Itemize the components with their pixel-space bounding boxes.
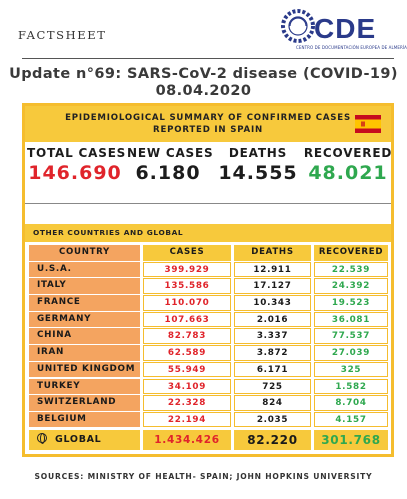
spain-banner-line2: REPORTED IN SPAIN <box>153 125 263 135</box>
cases-cell: 110.070 <box>143 295 231 311</box>
deaths-cell: 6.171 <box>234 361 311 378</box>
recovered-cell: 36.081 <box>314 311 388 328</box>
stat-label: RECOVERED <box>303 146 393 160</box>
stat-label: DEATHS <box>228 146 288 160</box>
table-row: ITALY 135.586 17.127 24.392 <box>25 278 391 295</box>
deaths-cell: 3.872 <box>234 345 311 361</box>
table-row: UNITED KINGDOM 55.949 6.171 325 <box>25 361 391 379</box>
logo-text: CDE <box>314 13 376 44</box>
cases-cell: 22.328 <box>143 395 231 411</box>
country-cell: U.S.A. <box>29 261 140 278</box>
country-cell: BELGIUM <box>29 411 140 428</box>
deaths-cell: 2.035 <box>234 411 311 428</box>
deaths-cell: 2.016 <box>234 311 311 328</box>
deaths-cell: 824 <box>234 395 311 411</box>
page-date: 08.04.2020 <box>155 83 252 99</box>
stat-value: 6.180 <box>135 162 201 184</box>
stat-new-cases: NEW CASES 6.180 <box>127 146 214 184</box>
factsheet-label: FACTSHEET <box>18 28 107 42</box>
recovered-cell: 27.039 <box>314 345 388 361</box>
stars-circle-icon <box>281 9 315 43</box>
stats-divider <box>25 203 391 204</box>
cases-cell: 55.949 <box>143 361 231 378</box>
column-header-country: COUNTRY <box>29 245 140 261</box>
country-cell: SWITZERLAND <box>29 395 140 411</box>
table-row: TURKEY 34.109 725 1.582 <box>25 378 391 396</box>
logo-caption: CENTRO DE DOCUMENTACIÓN EUROPEA DE ALMER… <box>296 45 407 50</box>
stat-value: 14.555 <box>218 162 298 184</box>
table-row: BELGIUM 22.194 2.035 4.157 <box>25 411 391 429</box>
stat-value: 48.021 <box>308 162 388 184</box>
global-deaths-cell: 82.220 <box>234 429 311 450</box>
table-row: GERMANY 107.663 2.016 36.081 <box>25 311 391 329</box>
table-row: U.S.A. 399.929 12.911 22.539 <box>25 261 391 279</box>
recovered-cell: 77.537 <box>314 328 388 344</box>
global-country-cell: GLOBAL <box>29 429 140 450</box>
global-label: GLOBAL <box>55 433 102 445</box>
cde-logo: CDE <box>281 9 376 44</box>
country-cell: TURKEY <box>29 378 140 394</box>
cases-cell: 22.194 <box>143 411 231 428</box>
global-total-row: GLOBAL 1.434.426 82.220 301.768 <box>25 429 391 450</box>
global-cases-cell: 1.434.426 <box>143 429 231 450</box>
spain-banner-line1: EPIDEMIOLOGICAL SUMMARY OF CONFIRMED CAS… <box>65 113 351 123</box>
recovered-cell: 8.704 <box>314 395 388 411</box>
summary-frame: EPIDEMIOLOGICAL SUMMARY OF CONFIRMED CAS… <box>22 103 394 457</box>
stat-label: TOTAL CASES <box>27 146 127 160</box>
spain-flag-icon <box>355 115 381 133</box>
cases-cell: 82.783 <box>143 328 231 344</box>
column-header-deaths: DEATHS <box>234 245 311 261</box>
table-row: CHINA 82.783 3.337 77.537 <box>25 328 391 345</box>
deaths-cell: 725 <box>234 378 311 394</box>
recovered-cell: 4.157 <box>314 411 388 428</box>
recovered-cell: 19.523 <box>314 295 388 311</box>
spain-banner: EPIDEMIOLOGICAL SUMMARY OF CONFIRMED CAS… <box>25 106 391 142</box>
column-header-cases: CASES <box>143 245 231 261</box>
country-cell: ITALY <box>29 278 140 294</box>
recovered-cell: 325 <box>314 361 388 378</box>
column-header-recovered: RECOVERED <box>314 245 388 261</box>
countries-table: COUNTRY CASES DEATHS RECOVERED U.S.A. 39… <box>25 245 391 450</box>
recovered-cell: 22.539 <box>314 261 388 278</box>
spain-stats: TOTAL CASES 146.690 NEW CASES 6.180 DEAT… <box>25 146 391 198</box>
cases-cell: 62.589 <box>143 345 231 361</box>
other-countries-banner: OTHER COUNTRIES AND GLOBAL <box>25 224 391 242</box>
table-header-row: COUNTRY CASES DEATHS RECOVERED <box>25 245 391 262</box>
country-cell: UNITED KINGDOM <box>29 361 140 378</box>
country-cell: IRAN <box>29 345 140 361</box>
stat-recovered: RECOVERED 48.021 <box>303 146 393 184</box>
recovered-cell: 24.392 <box>314 278 388 294</box>
stat-deaths: DEATHS 14.555 <box>215 146 301 184</box>
cases-cell: 34.109 <box>143 378 231 394</box>
globe-icon <box>37 432 47 444</box>
country-cell: GERMANY <box>29 311 140 328</box>
stat-value: 146.690 <box>28 162 122 184</box>
table-row: SWITZERLAND 22.328 824 8.704 <box>25 395 391 412</box>
page-title: Update n°69: SARS-CoV-2 disease (COVID-1… <box>9 66 398 82</box>
spain-banner-text: EPIDEMIOLOGICAL SUMMARY OF CONFIRMED CAS… <box>25 112 391 136</box>
recovered-cell: 1.582 <box>314 378 388 394</box>
deaths-cell: 10.343 <box>234 295 311 311</box>
header-divider <box>22 58 394 59</box>
table-row: IRAN 62.589 3.872 27.039 <box>25 345 391 362</box>
stat-label: NEW CASES <box>127 146 214 160</box>
cases-cell: 399.929 <box>143 261 231 278</box>
global-recovered-cell: 301.768 <box>314 429 388 450</box>
deaths-cell: 3.337 <box>234 328 311 344</box>
cases-cell: 135.586 <box>143 278 231 294</box>
country-cell: FRANCE <box>29 295 140 311</box>
country-cell: CHINA <box>29 328 140 344</box>
stat-total-cases: TOTAL CASES 146.690 <box>27 146 127 184</box>
deaths-cell: 17.127 <box>234 278 311 294</box>
deaths-cell: 12.911 <box>234 261 311 278</box>
sources-footer: SOURCES: MINISTRY OF HEALTH- SPAIN; JOHN… <box>34 472 373 481</box>
table-row: FRANCE 110.070 10.343 19.523 <box>25 295 391 312</box>
cases-cell: 107.663 <box>143 311 231 328</box>
